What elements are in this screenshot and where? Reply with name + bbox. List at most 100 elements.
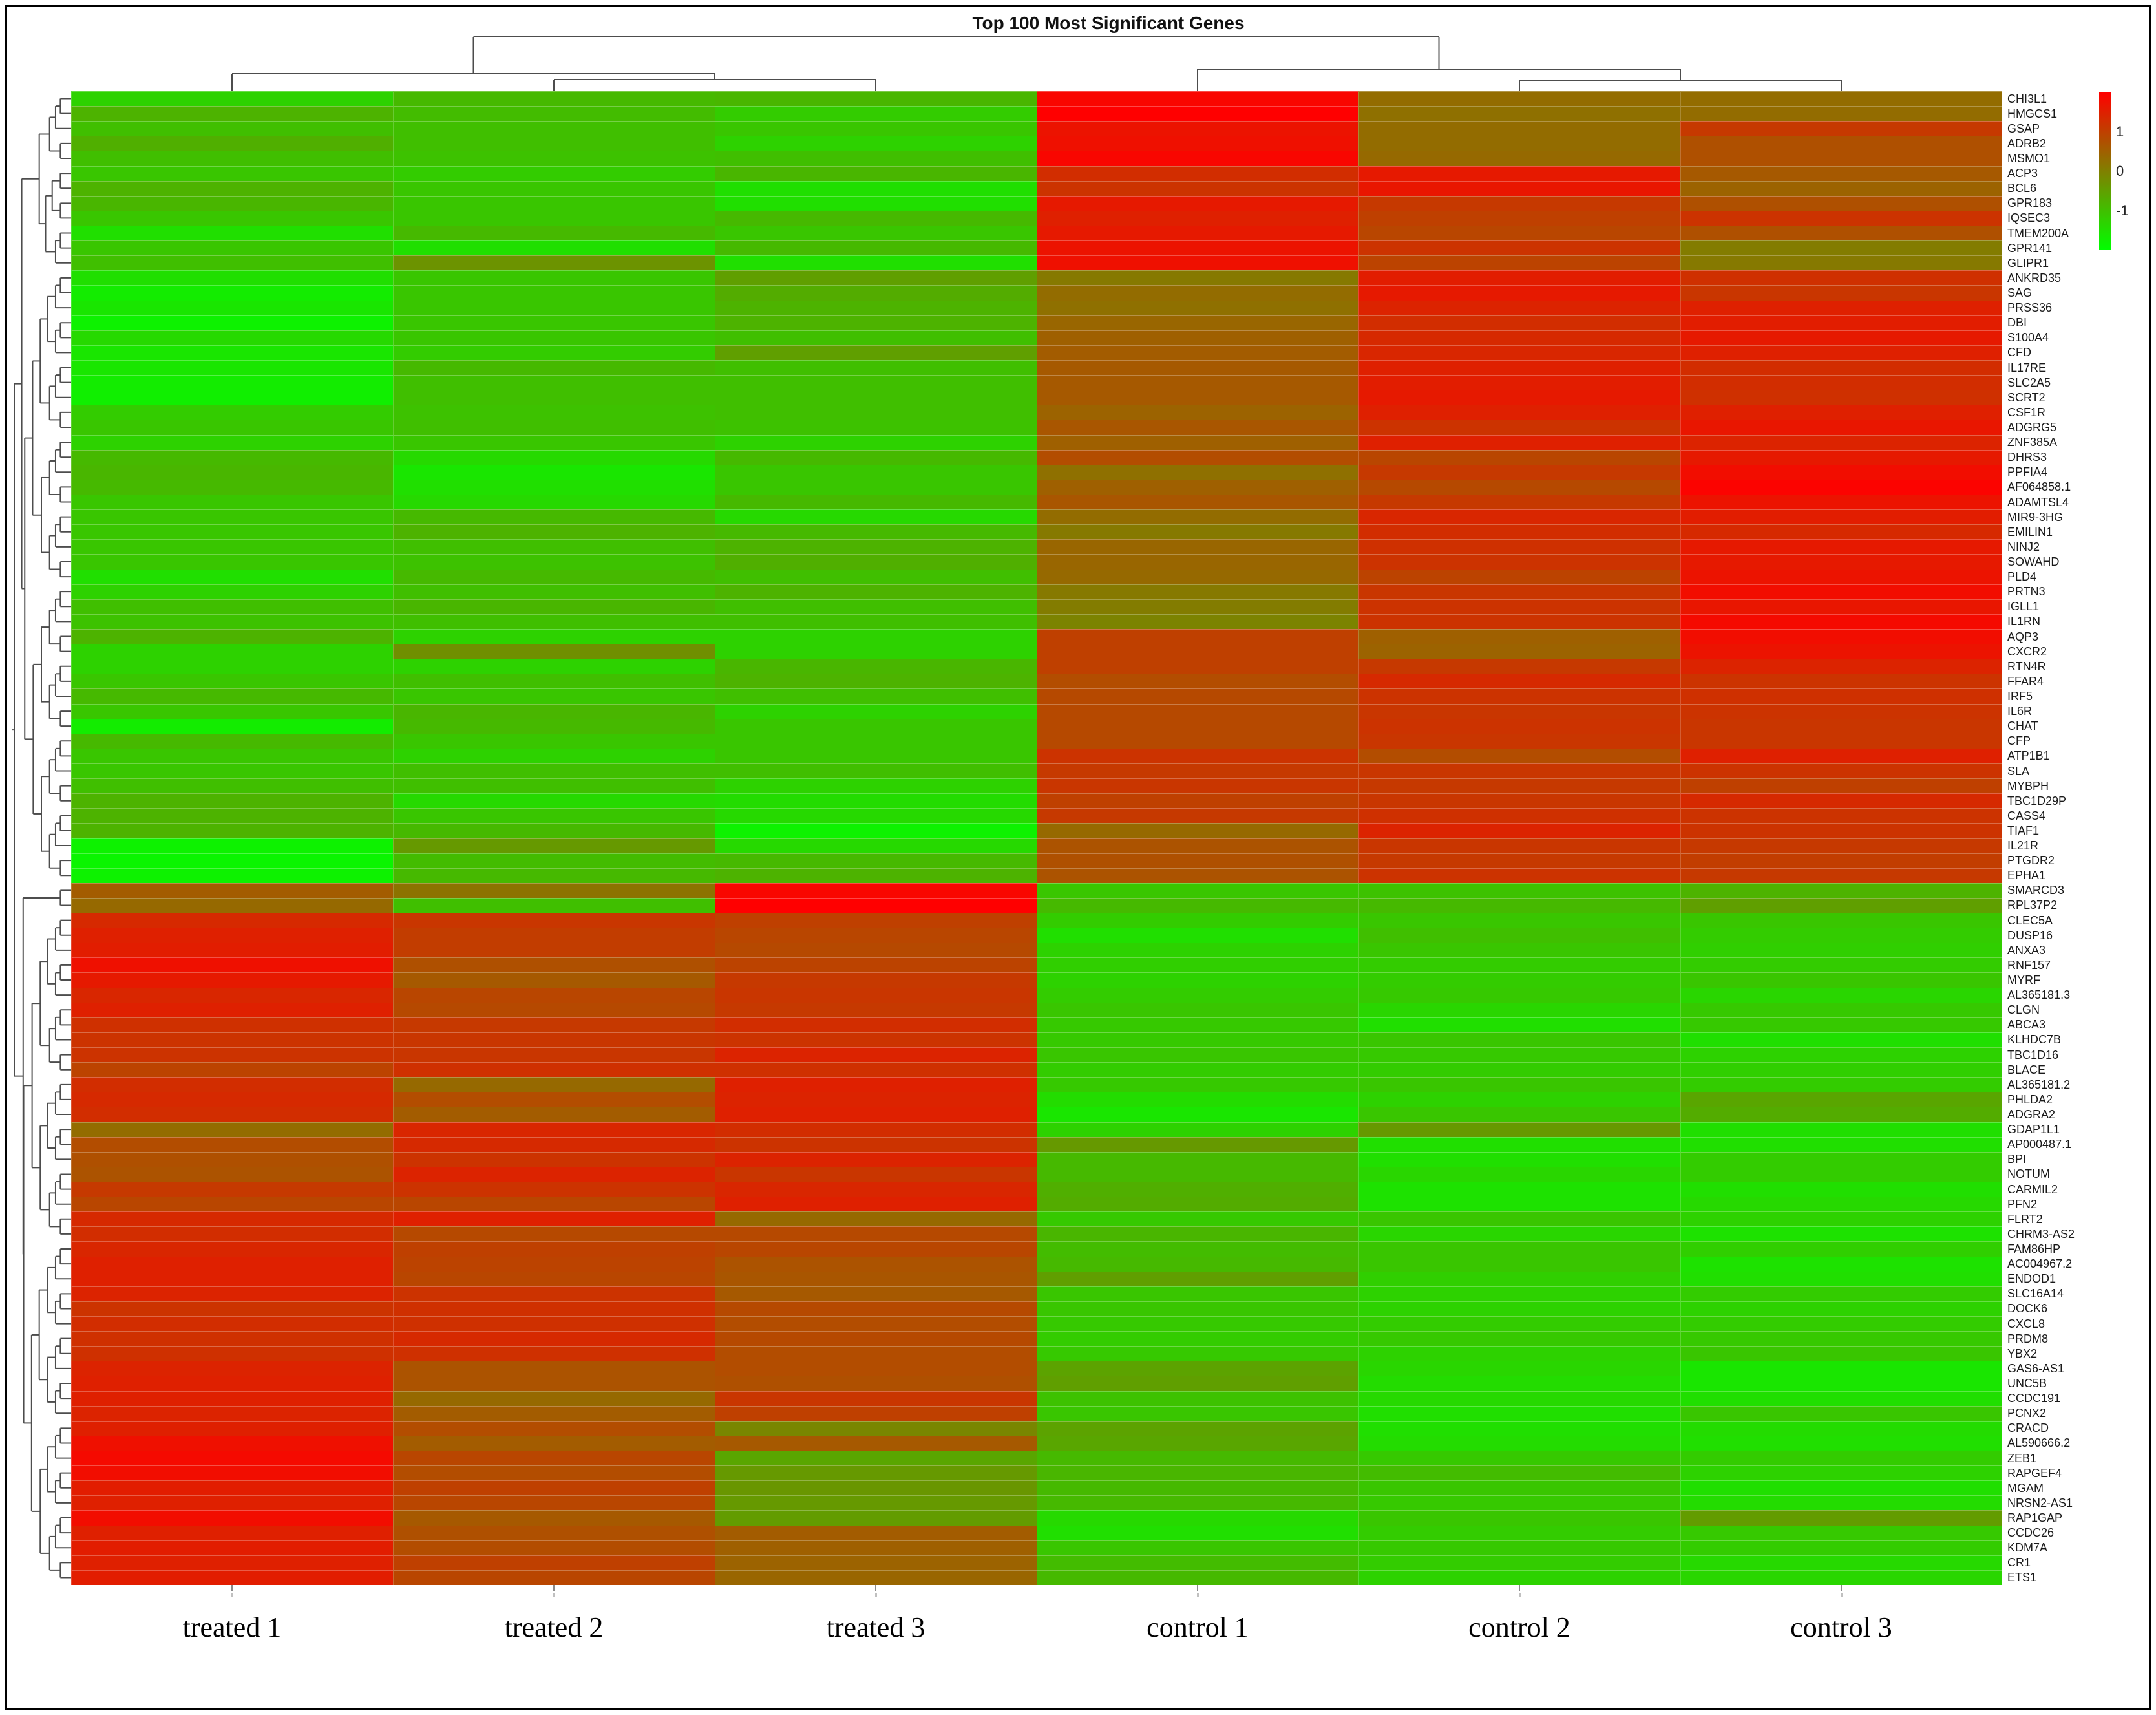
- heatmap-cell: [1358, 897, 1680, 913]
- heatmap-cell: [1358, 1211, 1680, 1227]
- heatmap-cell: [1680, 1525, 2002, 1540]
- heatmap-cell: [393, 195, 715, 211]
- gene-label: DBI: [2007, 316, 2027, 330]
- heatmap-cell: [1680, 1540, 2002, 1555]
- heatmap-cell: [1358, 913, 1680, 928]
- heatmap-cell: [393, 285, 715, 301]
- heatmap-row: [71, 1122, 2002, 1137]
- heatmap-cell: [1358, 285, 1680, 301]
- heatmap-cell: [1358, 315, 1680, 330]
- heatmap-cell: [1037, 1570, 1358, 1585]
- heatmap-cell: [393, 405, 715, 420]
- heatmap-cell: [1680, 1301, 2002, 1317]
- heatmap-cell: [71, 853, 393, 868]
- heatmap-cell: [1358, 1032, 1680, 1048]
- heatmap-cell: [1358, 1495, 1680, 1511]
- heatmap-cell: [1680, 449, 2002, 465]
- heatmap-cell: [1037, 315, 1358, 330]
- heatmap-row: [71, 1451, 2002, 1466]
- heatmap-row: [71, 509, 2002, 525]
- gene-label: KLHDC7B: [2007, 1033, 2062, 1047]
- heatmap-cell: [393, 539, 715, 555]
- heatmap-cell: [1680, 763, 2002, 779]
- column-tick-mark: [875, 1593, 877, 1597]
- heatmap-cell: [715, 405, 1037, 420]
- heatmap-cell: [1358, 1047, 1680, 1063]
- heatmap-cell: [71, 225, 393, 241]
- column-tick: [231, 1585, 233, 1591]
- gene-label: MIR9-3HG: [2007, 510, 2064, 524]
- heatmap-cell: [71, 434, 393, 450]
- heatmap-cell: [1358, 584, 1680, 599]
- heatmap-cell: [1037, 882, 1358, 898]
- heatmap-cell: [1358, 808, 1680, 824]
- heatmap-cell: [1680, 1047, 2002, 1063]
- heatmap-cell: [393, 1390, 715, 1406]
- heatmap-cell: [715, 674, 1037, 689]
- heatmap-cell: [1680, 823, 2002, 838]
- heatmap-cell: [1358, 943, 1680, 958]
- sample-label: control 2: [1468, 1612, 1570, 1643]
- heatmap-row: [71, 554, 2002, 570]
- heatmap-cell: [1358, 1062, 1680, 1078]
- gene-label: SLC16A14: [2007, 1287, 2064, 1301]
- heatmap-cell: [393, 897, 715, 913]
- heatmap-cell: [1358, 255, 1680, 271]
- heatmap-cell: [1037, 853, 1358, 868]
- heatmap-row: [71, 613, 2002, 629]
- heatmap-row: [71, 897, 2002, 913]
- column-tick-mark: [1841, 1593, 1843, 1597]
- heatmap-cell: [1680, 1376, 2002, 1391]
- heatmap-cell: [1680, 913, 2002, 928]
- heatmap-row: [71, 823, 2002, 838]
- heatmap-cell: [393, 972, 715, 988]
- heatmap-cell: [1358, 434, 1680, 450]
- heatmap-cell: [1037, 539, 1358, 555]
- heatmap-cell: [393, 1182, 715, 1197]
- gene-label: AL365181.3: [2007, 988, 2071, 1002]
- heatmap-row: [71, 1077, 2002, 1092]
- heatmap-cell: [1037, 479, 1358, 495]
- heatmap-row: [71, 599, 2002, 614]
- heatmap-cell: [715, 539, 1037, 555]
- heatmap-row: [71, 106, 2002, 122]
- heatmap-cell: [1680, 240, 2002, 256]
- heatmap-cell: [393, 1166, 715, 1182]
- heatmap-cell: [393, 165, 715, 181]
- heatmap-cell: [715, 524, 1037, 540]
- heatmap-row: [71, 1555, 2002, 1570]
- heatmap-cell: [1037, 613, 1358, 629]
- heatmap-cell: [1358, 390, 1680, 405]
- gene-label: ANXA3: [2007, 943, 2046, 957]
- heatmap-cell: [715, 853, 1037, 868]
- heatmap-cell: [1037, 195, 1358, 211]
- gene-label: ADAMTSL4: [2007, 495, 2069, 509]
- heatmap-cell: [393, 1017, 715, 1032]
- heatmap-cell: [715, 1525, 1037, 1540]
- heatmap-row: [71, 210, 2002, 226]
- heatmap-cell: [1680, 1451, 2002, 1466]
- heatmap-cell: [1358, 300, 1680, 315]
- gene-label: CRACD: [2007, 1422, 2049, 1435]
- heatmap-cell: [1358, 868, 1680, 883]
- heatmap-cell: [393, 225, 715, 241]
- colorbar-tick-label: 1: [2116, 123, 2124, 140]
- gene-label: AC004967.2: [2007, 1257, 2073, 1271]
- heatmap-cell: [715, 1286, 1037, 1301]
- gene-label: PRTN3: [2007, 585, 2045, 599]
- heatmap-cell: [393, 882, 715, 898]
- heatmap-cell: [71, 703, 393, 719]
- heatmap-cell: [1358, 928, 1680, 943]
- heatmap-row: [71, 1480, 2002, 1496]
- heatmap-row: [71, 1166, 2002, 1182]
- heatmap-cell: [71, 778, 393, 794]
- heatmap-cell: [1680, 793, 2002, 809]
- heatmap-cell: [71, 1122, 393, 1137]
- heatmap-cell: [1037, 255, 1358, 271]
- heatmap-row: [71, 838, 2002, 853]
- heatmap-cell: [1680, 1405, 2002, 1421]
- heatmap-cell: [71, 868, 393, 883]
- heatmap-cell: [1680, 1286, 2002, 1301]
- heatmap-cell: [393, 763, 715, 779]
